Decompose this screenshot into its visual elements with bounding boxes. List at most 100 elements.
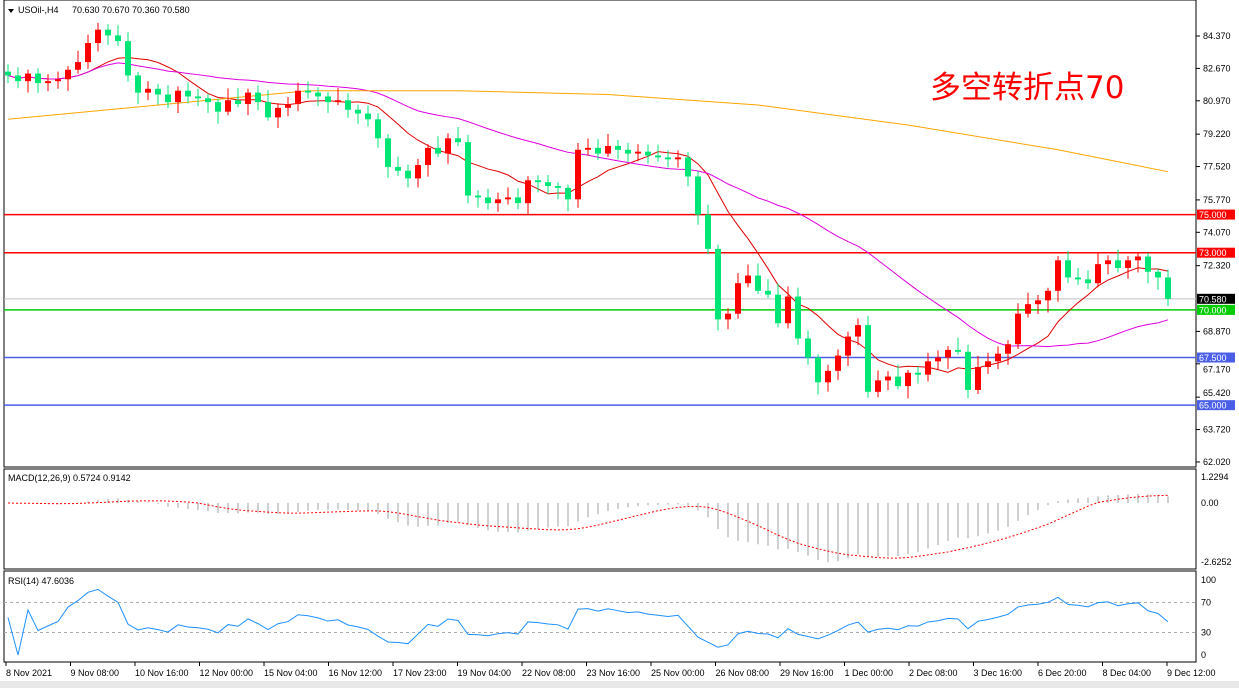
time-tick-label: 15 Nov 04:00 (264, 668, 318, 678)
candle-body (855, 325, 861, 337)
candle-body (995, 353, 1001, 362)
candle-body (745, 275, 751, 284)
candle-body (275, 107, 281, 118)
candle-body (325, 96, 331, 103)
candle-body (305, 90, 311, 93)
candle-body (955, 349, 961, 352)
candle-body (1035, 300, 1041, 305)
candle-body (165, 94, 171, 103)
price-level-tag (1197, 209, 1235, 220)
candle-body (705, 214, 711, 249)
candle-body (985, 361, 991, 368)
candle-body (1095, 264, 1101, 284)
dropdown-triangle-icon[interactable] (8, 9, 14, 13)
price-tick-label: 84.370 (1203, 31, 1231, 41)
candle-body (65, 69, 71, 80)
candle-body (845, 336, 851, 356)
macd-tick-label: 1.2294 (1201, 472, 1229, 482)
candle-body (1065, 260, 1071, 278)
candle-body (385, 138, 391, 167)
candle-body (905, 372, 911, 387)
candle-body (785, 296, 791, 324)
price-level-label: 65.000 (1199, 401, 1227, 411)
candle-body (615, 145, 621, 150)
candle-body (545, 182, 551, 186)
macd-tick-label: 0.00 (1201, 498, 1219, 508)
candle-body (135, 75, 141, 93)
candle-body (895, 376, 901, 387)
rsi-tick-label: 0 (1201, 650, 1206, 660)
candle-body (405, 170, 411, 179)
candle-body (975, 367, 981, 390)
main-pane (3, 0, 1197, 468)
bottom-scrollbar[interactable] (0, 681, 1239, 688)
candle-body (435, 147, 441, 154)
price-tick-label: 62.020 (1203, 457, 1231, 467)
price-level-label: 67.500 (1199, 353, 1227, 363)
candle-body (735, 283, 741, 314)
candle-body (515, 197, 521, 204)
candle-body (225, 100, 231, 112)
candle-body (935, 357, 941, 362)
price-tick-label: 82.670 (1203, 63, 1231, 73)
rsi-line (7, 588, 1169, 656)
candle-body (1105, 260, 1111, 265)
candle-body (215, 102, 221, 112)
time-tick-label: 23 Nov 16:00 (587, 668, 641, 678)
candle-body (1075, 277, 1081, 280)
candle-body (145, 88, 151, 93)
ohlc-readout: 70.630 70.670 70.360 70.580 (72, 5, 190, 15)
candle-body (1115, 260, 1121, 268)
price-level-tag (1197, 247, 1235, 258)
candle-body (25, 73, 31, 82)
time-tick-label: 29 Nov 16:00 (780, 668, 834, 678)
rsi-tick-label: 100 (1201, 575, 1216, 585)
price-tick-label: 67.170 (1203, 365, 1231, 375)
price-level-tag (1197, 400, 1235, 411)
candle-body (375, 119, 381, 139)
candle-body (925, 361, 931, 375)
candle-body (675, 157, 681, 160)
candle-body (725, 313, 731, 320)
price-tick-label: 74.070 (1203, 227, 1231, 237)
candle-body (965, 351, 971, 390)
time-tick-label: 10 Nov 16:00 (135, 668, 189, 678)
candle-body (505, 197, 511, 200)
fast-ma-line (7, 56, 1169, 373)
candle-body (555, 185, 561, 188)
candle-body (685, 157, 691, 177)
candle-body (795, 296, 801, 339)
time-tick-label: 22 Nov 08:00 (522, 668, 576, 678)
candle-body (235, 100, 241, 105)
candle-body (75, 62, 81, 70)
candle-body (655, 155, 661, 158)
candle-body (825, 370, 831, 383)
time-tick-label: 6 Dec 20:00 (1038, 668, 1087, 678)
candle-body (35, 73, 41, 84)
candle-body (1155, 271, 1161, 278)
candle-body (885, 376, 891, 381)
candle-body (835, 355, 841, 371)
candle-body (285, 104, 291, 108)
candle-body (245, 92, 251, 105)
candle-body (1055, 260, 1061, 291)
symbol-label: USOil-,H4 (18, 5, 59, 15)
candle-body (315, 92, 321, 97)
candle-body (945, 349, 951, 358)
price-tick-label: 79.220 (1203, 129, 1231, 139)
price-level-tag (1197, 293, 1235, 304)
candle-body (645, 151, 651, 156)
candle-body (465, 142, 471, 196)
candle-body (335, 100, 341, 103)
price-level-label: 70.580 (1199, 294, 1227, 304)
time-tick-label: 19 Nov 04:00 (458, 668, 512, 678)
price-level-tag (1197, 304, 1235, 315)
candle-body (575, 149, 581, 200)
price-tick-label: 80.970 (1203, 96, 1231, 106)
price-level-label: 73.000 (1199, 248, 1227, 258)
candle-body (1135, 256, 1141, 261)
time-tick-label: 2 Dec 08:00 (909, 668, 958, 678)
candle-body (45, 81, 51, 84)
